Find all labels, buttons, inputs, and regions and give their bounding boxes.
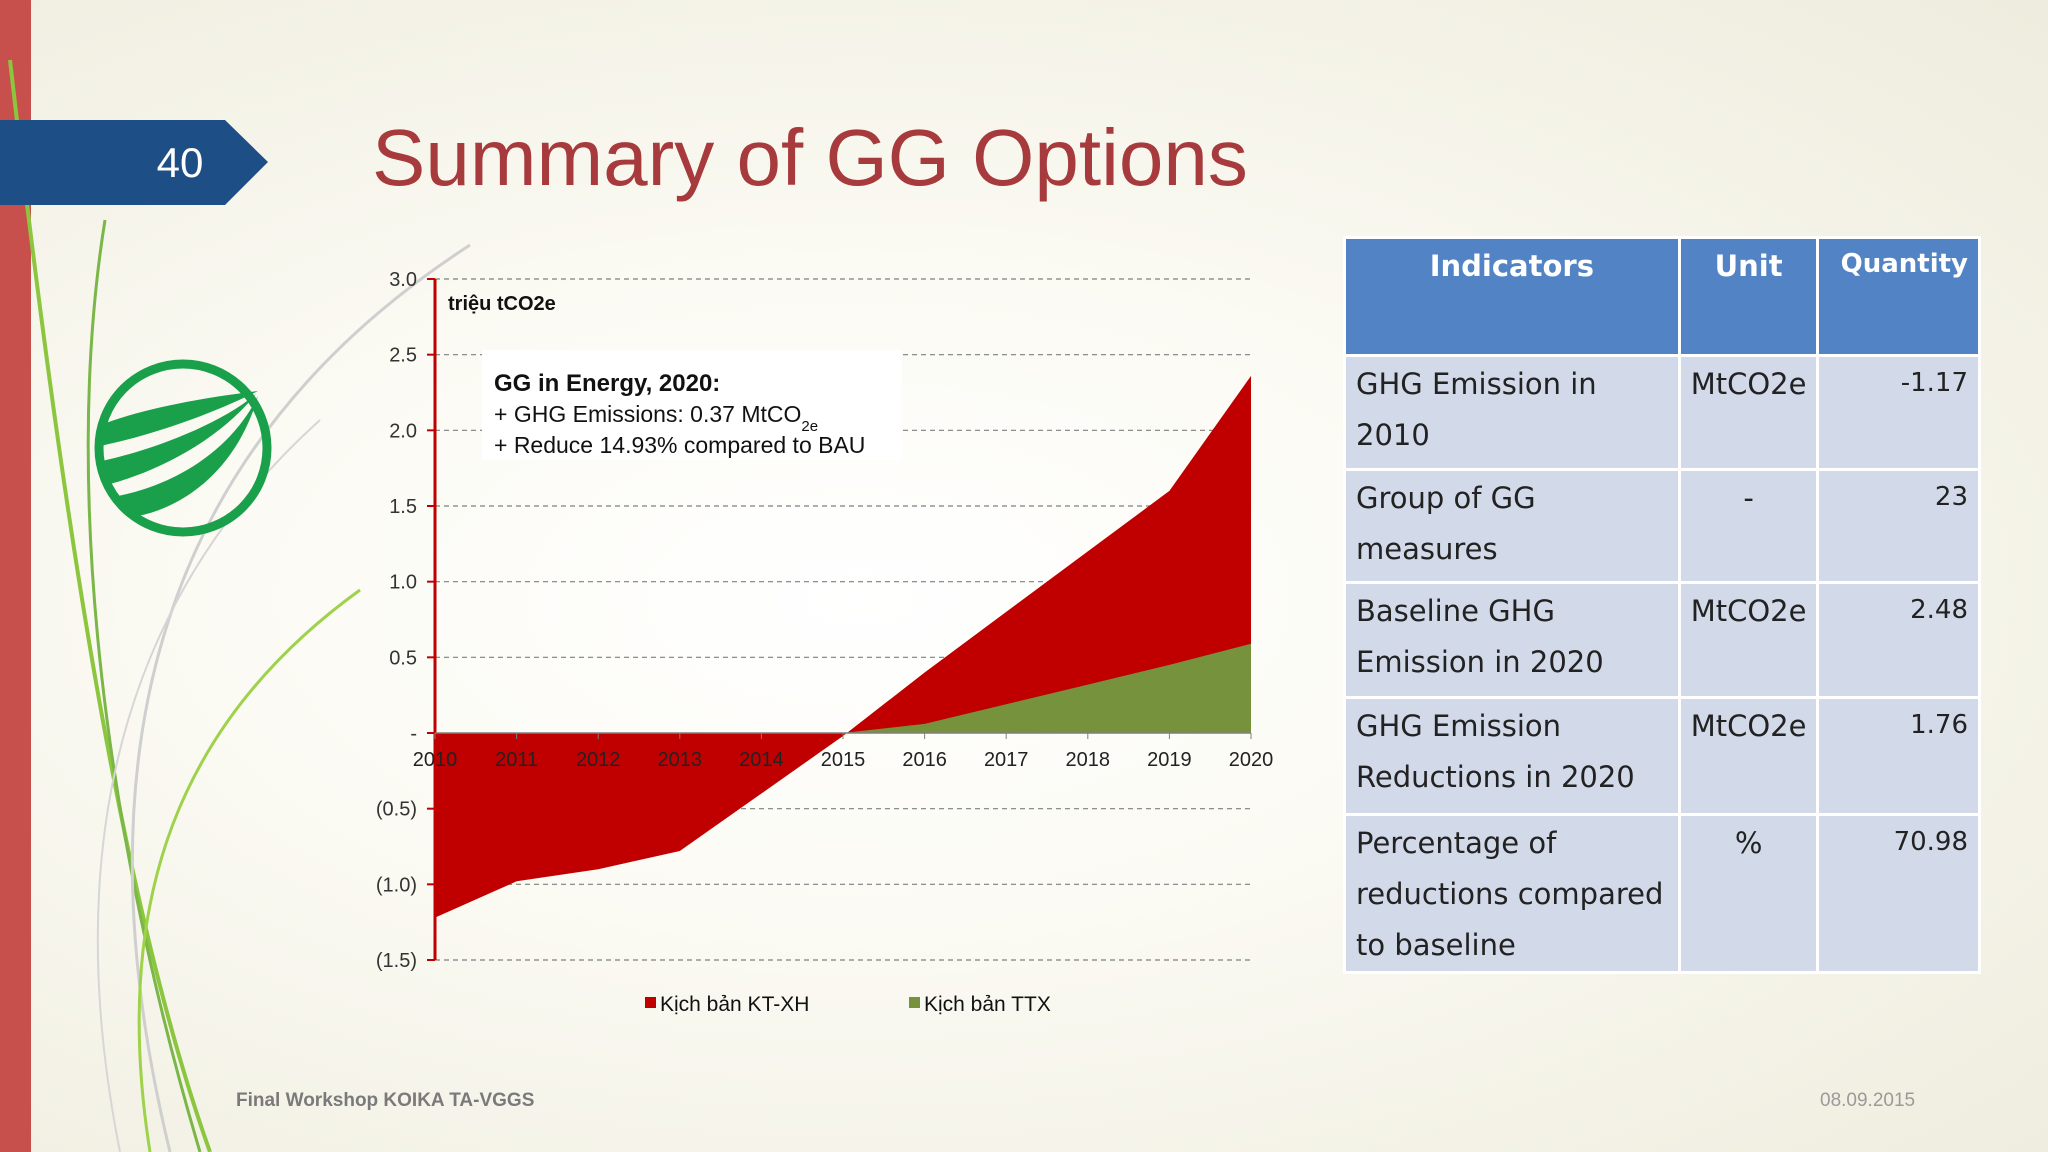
indicators-table: Indicators Unit Quantity GHG Emission in…	[1343, 236, 1981, 974]
cell-quantity: -1.17	[1816, 354, 1981, 471]
area-series-kt-xh	[435, 375, 1251, 918]
organization-logo	[94, 359, 272, 537]
slide-number: 40	[156, 139, 204, 186]
y-tick-label: (0.5)	[376, 799, 417, 821]
y-tick-label: 2.0	[389, 420, 417, 442]
x-tick-label: 2010	[413, 749, 458, 771]
cell-quantity: 2.48	[1816, 581, 1981, 699]
x-tick-label: 2017	[984, 749, 1028, 771]
footer-workshop-label: Final Workshop KOIKA TA-VGGS	[236, 1090, 535, 1111]
header-unit: Unit	[1677, 236, 1820, 357]
cell-indicator: Group of GG measures	[1343, 468, 1681, 584]
cell-quantity: 1.76	[1816, 696, 1981, 816]
cell-unit: MtCO2e	[1677, 581, 1820, 699]
y-tick-label: 1.0	[389, 572, 417, 594]
area-series-ttx	[435, 643, 1251, 733]
legend-swatch-ttx	[909, 997, 920, 1008]
legend-label-ttx: Kịch bản TTX	[924, 993, 1051, 1016]
footer-date: 08.09.2015	[1820, 1090, 1916, 1111]
cell-unit: -	[1677, 468, 1820, 584]
x-tick-label: 2016	[902, 749, 947, 771]
table-row: Percentage of reductions compared to bas…	[1343, 813, 1981, 974]
x-tick-label: 2011	[495, 749, 538, 771]
cell-quantity: 70.98	[1816, 813, 1981, 974]
table-row: GHG Emission Reductions in 2020 MtCO2e 1…	[1343, 696, 1981, 816]
y-tick-labels: 3.0 2.5 2.0 1.5 1.0 0.5 - (0.5) (1.0) (1.5)	[376, 269, 417, 972]
y-tick-label: 1.5	[389, 496, 417, 518]
cell-indicator: Percentage of reductions compared to bas…	[1343, 813, 1681, 974]
x-tick-label: 2020	[1229, 749, 1274, 771]
slide-number-badge	[0, 120, 268, 205]
emissions-area-chart: 3.02.52.01.51.00.5-(0.5)(1.0)(1.5) 2010 2…	[376, 269, 1274, 1016]
annotation-line-emissions: + GHG Emissions: 0.37 MtCO2e	[494, 401, 818, 435]
table-header-row: Indicators Unit Quantity	[1343, 236, 1981, 357]
x-tick-label: 2018	[1066, 749, 1111, 771]
legend-swatch-kt-xh	[645, 997, 656, 1008]
x-tick-label: 2015	[821, 749, 866, 771]
cell-indicator: Baseline GHG Emission in 2020	[1343, 581, 1681, 699]
x-tick-label: 2013	[658, 749, 703, 771]
y-axis-label: triệu tCO2e	[448, 293, 556, 315]
header-indicators: Indicators	[1343, 236, 1681, 357]
x-tick-label: 2019	[1147, 749, 1192, 771]
y-tick-label: 2.5	[389, 345, 417, 367]
y-tick-label: -	[410, 723, 417, 745]
cell-quantity: 23	[1816, 468, 1981, 584]
x-tick-labels: 2010 2011 2012 2013 2014 2015 2016 2017 2018 2019…	[413, 749, 1274, 771]
y-tick-label: (1.0)	[376, 874, 417, 896]
chart-legend: Kịch bản KT-XH Kịch bản TTX	[645, 993, 1051, 1016]
cell-indicator: GHG Emission in 2010	[1343, 354, 1681, 471]
y-tick-label: 3.0	[389, 269, 417, 291]
table-row: Group of GG measures - 23	[1343, 468, 1981, 584]
chart-areas	[435, 375, 1251, 918]
header-quantity: Quantity	[1816, 236, 1981, 357]
cell-unit: MtCO2e	[1677, 696, 1820, 816]
chart-axes	[427, 278, 1252, 961]
y-tick-label: 0.5	[389, 647, 417, 669]
table-row: GHG Emission in 2010 MtCO2e -1.17	[1343, 354, 1981, 471]
page-title: Summary of GG Options	[372, 113, 1248, 202]
legend-label-kt-xh: Kịch bản KT-XH	[660, 993, 809, 1016]
cell-unit: MtCO2e	[1677, 354, 1820, 471]
annotation-box	[482, 350, 902, 460]
cell-indicator: GHG Emission Reductions in 2020	[1343, 696, 1681, 816]
decorative-swooshes	[8, 59, 471, 1152]
y-tick-label: (1.5)	[376, 950, 417, 972]
cell-unit: %	[1677, 813, 1820, 974]
x-tick-label: 2012	[576, 749, 621, 771]
annotation-line-reduce: + Reduce 14.93% compared to BAU	[494, 432, 865, 458]
x-tick-label: 2014	[739, 749, 784, 771]
table-row: Baseline GHG Emission in 2020 MtCO2e 2.4…	[1343, 581, 1981, 699]
annotation-heading: GG in Energy, 2020:	[494, 370, 720, 397]
